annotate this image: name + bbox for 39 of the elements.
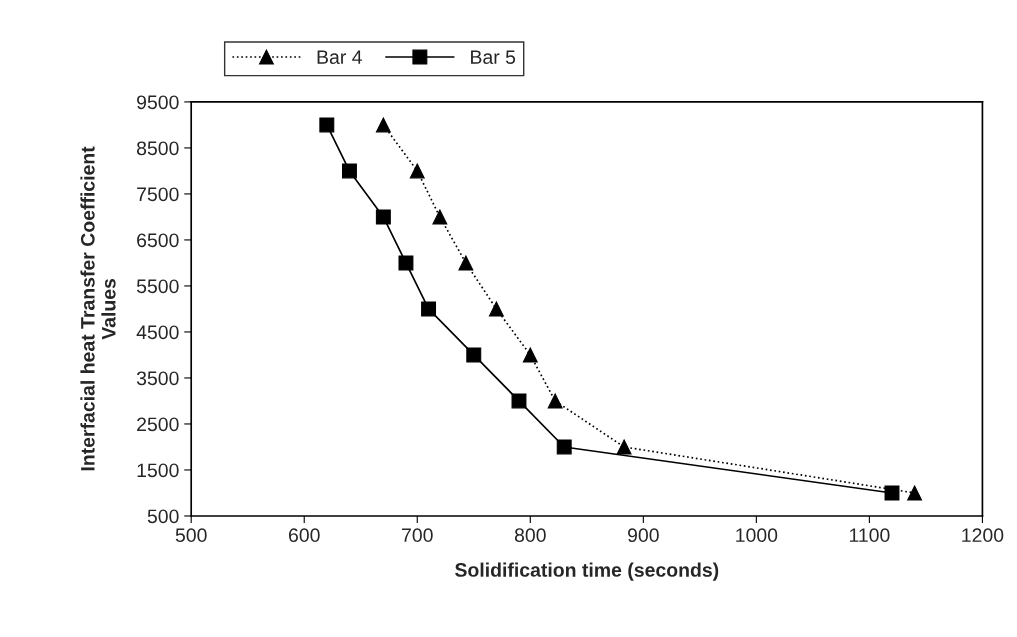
x-tick-label: 1100 (849, 528, 890, 543)
point (547, 393, 563, 409)
y-tick-label: 2500 (137, 417, 179, 432)
y-tick-label: 1500 (137, 463, 179, 478)
point (522, 347, 538, 363)
point (616, 439, 632, 455)
point (421, 301, 437, 317)
point (466, 347, 482, 363)
x-tick-label: 800 (514, 528, 546, 543)
x-axis-title: Solidification time (seconds) (455, 562, 719, 581)
point (458, 255, 474, 271)
x-tick-label: 500 (175, 528, 207, 543)
y-tick-label: 7500 (137, 187, 179, 202)
y-tick-label: 5500 (136, 279, 179, 294)
point (398, 255, 414, 271)
point (341, 163, 357, 179)
y-axis-title: Interfacial heat Transfer Coefficient Values (80, 146, 116, 471)
y-tick-label: 8500 (136, 141, 179, 156)
point (432, 209, 448, 225)
x-tick-label: 900 (628, 528, 659, 543)
x-tick-label: 700 (402, 528, 433, 543)
y-tick-label: 6500 (137, 233, 179, 248)
x-tick-label: 1200 (962, 528, 1004, 543)
point (488, 301, 504, 317)
legend-label: Bar 4 (317, 50, 362, 65)
point (907, 485, 923, 501)
y-tick-label: 500 (147, 509, 179, 524)
y-tick-label: 3500 (136, 371, 179, 386)
point (375, 209, 391, 225)
x-tick-label: 1000 (736, 528, 778, 543)
y-tick-label: 9500 (137, 95, 179, 110)
point (409, 163, 425, 179)
point (375, 117, 391, 133)
point (511, 393, 527, 409)
legend-label: Bar 5 (471, 50, 516, 65)
point (556, 439, 572, 455)
point (319, 117, 335, 133)
x-tick-label: 600 (289, 528, 320, 543)
y-tick-label: 4500 (136, 325, 179, 340)
